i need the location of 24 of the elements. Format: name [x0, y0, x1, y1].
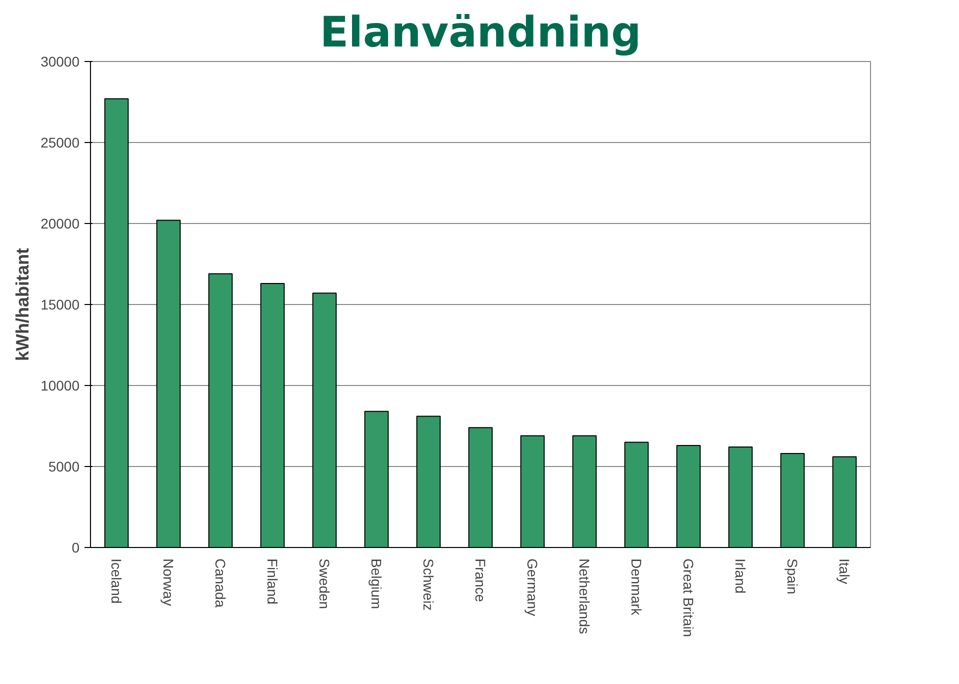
x-tick-label: Germany — [524, 558, 540, 616]
x-tick-label: Great Britain — [680, 558, 696, 638]
x-tick-label: France — [472, 558, 488, 602]
chart-title: Elanvändning — [320, 8, 642, 56]
y-tick-label: 10000 — [40, 378, 80, 394]
x-tick-label: Norway — [160, 558, 176, 606]
x-tick-label: Sweden — [316, 558, 332, 610]
y-tick-label: 5000 — [48, 458, 80, 474]
y-tick-label: 15000 — [40, 296, 80, 312]
x-tick-label: Spain — [784, 558, 800, 594]
y-tick-label: 30000 — [40, 54, 80, 70]
x-tick-label: Netherlands — [576, 558, 592, 634]
y-axis-title: kWh/habitant — [12, 248, 33, 361]
x-tick-label: Italy — [836, 558, 852, 584]
y-tick-label: 20000 — [40, 216, 80, 232]
x-tick-label: Denmark — [628, 558, 644, 616]
x-tick-label: Finland — [264, 558, 280, 604]
x-tick-label: Belgium — [368, 558, 384, 610]
y-tick-label: 25000 — [40, 134, 80, 150]
x-tick-label: Irland — [732, 558, 748, 594]
x-tick-label: Schweiz — [420, 558, 436, 611]
x-tick-label: Canada — [212, 558, 228, 608]
x-tick-label: Iceland — [108, 558, 124, 604]
y-tick-label: 0 — [72, 540, 80, 556]
